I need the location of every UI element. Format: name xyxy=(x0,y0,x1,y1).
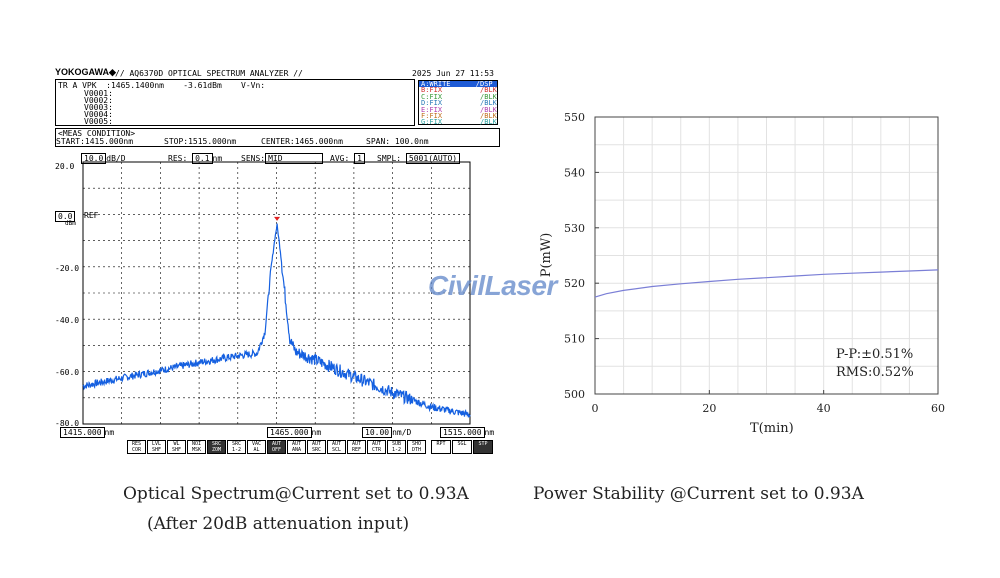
power-ticks: 0 20 40 60 500 510 520 530 540 550 xyxy=(564,111,945,415)
scale-unit: dB/D xyxy=(106,154,126,163)
x-tick-label: 60 xyxy=(931,402,945,415)
span-readout: SPAN: 100.0nm xyxy=(366,137,429,146)
y-tick-label: -20.0 xyxy=(55,264,80,273)
key-noi-msk[interactable]: NOI MSK xyxy=(187,440,206,454)
avg-value[interactable]: 1 xyxy=(354,153,365,164)
bottom-span[interactable]: 10.00 nm/D xyxy=(362,427,411,438)
meas-title: <MEAS CONDITION> xyxy=(58,129,136,138)
trace-b[interactable]: B:FIX /BLK xyxy=(421,86,497,95)
key-rpt[interactable]: RPT xyxy=(431,440,451,454)
pp-annotation: P-P:±0.51% xyxy=(836,347,913,362)
x-tick-label: 0 xyxy=(592,402,599,415)
y-tick-label: 20.0 xyxy=(55,162,75,171)
y-tick-label: 500 xyxy=(564,388,585,401)
y-tick-label: 520 xyxy=(564,277,585,290)
smpl-value[interactable]: 5001(AUTO) xyxy=(405,153,461,164)
bottom-center[interactable]: 1465.000 nm xyxy=(267,427,321,438)
scale-value[interactable]: 10.0 xyxy=(81,153,107,164)
peak-marker-icon xyxy=(274,216,281,221)
bottom-stop[interactable]: 1515.000 nm xyxy=(440,427,494,438)
ref-unit: dBm xyxy=(65,220,76,227)
x-axis-label: T(min) xyxy=(750,421,794,436)
key-aut-ref[interactable]: AUT REF xyxy=(347,440,366,454)
key-sgl[interactable]: SGL xyxy=(452,440,472,454)
y-tick-label: 550 xyxy=(564,111,585,124)
key-aut-scl[interactable]: AUT SCL xyxy=(327,440,346,454)
bottom-start[interactable]: 1415.000 nm xyxy=(60,427,114,438)
trace-e[interactable]: E:FIX /BLK xyxy=(421,105,497,114)
trace-d[interactable]: D:FIX /BLK xyxy=(421,99,497,108)
y-tick-label: 530 xyxy=(564,222,585,235)
trace-g[interactable]: G:FIX /BLK xyxy=(421,118,497,127)
osa-screen: YOKOGAWA◆ // AQ6370D OPTICAL SPECTRUM AN… xyxy=(55,66,500,456)
y-axis-label: P(mW) xyxy=(539,233,554,278)
avg-label: AVG: xyxy=(330,154,350,163)
sens-label: SENS: xyxy=(241,154,266,163)
datetime-label: 2025 Jun 27 11:53 xyxy=(412,69,494,78)
stop-readout: STOP:1515.000nm xyxy=(164,137,237,146)
softkey-row: RES COR LVL SHF WL SHF NOI MSK SRC ZOM S… xyxy=(127,440,493,456)
meas-condition-panel: <MEAS CONDITION> START:1415.000nm STOP:1… xyxy=(55,128,500,147)
trace-readout: TR A VPK :1465.1400nm -3.61dBm V-Vn: xyxy=(58,81,266,90)
key-wl-shf[interactable]: WL SHF xyxy=(167,440,186,454)
trace-a[interactable]: A:WRITE /DSP xyxy=(419,80,497,88)
power-series-line xyxy=(594,269,939,298)
marker-2: V0002: xyxy=(84,96,113,105)
smpl-setting[interactable]: SMPL: 5001(AUTO) xyxy=(377,153,461,164)
res-unit: nm xyxy=(212,154,223,163)
x-tick-label: 40 xyxy=(817,402,831,415)
spectrum-trace xyxy=(82,223,471,419)
ref-label: REF xyxy=(84,211,99,220)
key-aut-src[interactable]: AUT SRC xyxy=(307,440,326,454)
key-sub-12[interactable]: SUB 1-2 xyxy=(387,440,406,454)
res-label: RES: xyxy=(168,154,188,163)
rms-annotation: RMS:0.52% xyxy=(836,365,914,380)
avg-setting[interactable]: AVG: 1 xyxy=(330,153,365,164)
y-tick-label: -60.0 xyxy=(55,368,80,377)
key-stp[interactable]: STP xyxy=(473,440,493,454)
trace-f[interactable]: F:FIX /BLK xyxy=(421,112,497,121)
brand-label: YOKOGAWA◆ xyxy=(55,67,116,77)
y-tick-label: -80.0 xyxy=(55,419,80,428)
trace-table: A:WRITE /DSP B:FIX /BLK C:FIX /BLK D:FIX… xyxy=(418,80,498,127)
y-tick-label: 510 xyxy=(564,333,585,346)
key-sho-dth[interactable]: SHO DTH xyxy=(407,440,426,454)
power-frame xyxy=(594,116,939,395)
start-readout: START:1415.000nm xyxy=(56,137,134,146)
x-tick-label: 20 xyxy=(702,402,716,415)
y-tick-label: -40.0 xyxy=(55,316,80,325)
marker-3: V0003: xyxy=(84,103,113,112)
left-caption-line1: Optical Spectrum@Current set to 0.93A xyxy=(123,484,469,504)
sens-value[interactable]: MID xyxy=(265,153,324,164)
marker-panel: TR A VPK :1465.1400nm -3.61dBm V-Vn: V00… xyxy=(55,79,415,126)
spectrum-grid xyxy=(83,162,470,424)
res-value[interactable]: 0.1 xyxy=(192,153,213,164)
key-src-12[interactable]: SRC 1-2 xyxy=(227,440,246,454)
scale-setting[interactable]: 10.0 dB/D xyxy=(81,153,126,164)
watermark-logo: CivilLaser xyxy=(428,270,557,301)
right-caption: Power Stability @Current set to 0.93A xyxy=(533,484,864,504)
key-src-zom[interactable]: SRC ZOM xyxy=(207,440,226,454)
marker-4: V0004: xyxy=(84,110,113,119)
model-label: // AQ6370D OPTICAL SPECTRUM ANALYZER // xyxy=(115,69,303,78)
marker-5: V0005: xyxy=(84,117,113,126)
key-lvl-shf[interactable]: LVL SHF xyxy=(147,440,166,454)
y-tick-label: 540 xyxy=(564,166,585,179)
power-grid xyxy=(595,117,938,394)
sens-setting[interactable]: SENS: MID xyxy=(241,153,324,164)
key-aut-ctr[interactable]: AUT CTR xyxy=(367,440,386,454)
key-res-cor[interactable]: RES COR xyxy=(127,440,146,454)
smpl-label: SMPL: xyxy=(377,154,402,163)
key-aut-ana[interactable]: AUT ANA xyxy=(287,440,306,454)
marker-1: V0001: xyxy=(84,89,113,98)
trace-c[interactable]: C:FIX /BLK xyxy=(421,92,497,101)
center-readout: CENTER:1465.000nm xyxy=(261,137,343,146)
key-vac-al[interactable]: VAC AL xyxy=(247,440,266,454)
ref-value[interactable]: 0.0 xyxy=(55,211,76,222)
key-aut-off[interactable]: AUT OFF xyxy=(267,440,286,454)
left-caption-line2: (After 20dB attenuation input) xyxy=(147,514,410,534)
res-setting[interactable]: RES: 0.1 nm xyxy=(168,153,222,164)
